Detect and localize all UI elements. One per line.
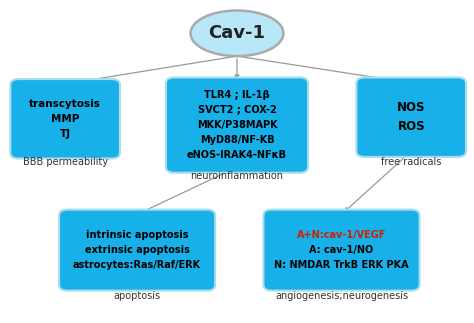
Text: free radicals: free radicals	[381, 157, 441, 167]
Text: Cav-1: Cav-1	[209, 24, 265, 42]
Text: NOS
ROS: NOS ROS	[397, 101, 426, 133]
FancyBboxPatch shape	[166, 78, 308, 173]
Text: N: NMDAR TrkB ERK PKA: N: NMDAR TrkB ERK PKA	[274, 260, 409, 270]
Text: transcytosis
MMP
TJ: transcytosis MMP TJ	[29, 99, 101, 139]
Text: TLR4 ; IL-1β
SVCT2 ; COX-2
MKK/P38MAPK
MyD88/NF-KB
eNOS-IRAK4-NFκB: TLR4 ; IL-1β SVCT2 ; COX-2 MKK/P38MAPK M…	[187, 90, 287, 160]
Text: apoptosis: apoptosis	[114, 291, 161, 301]
Text: BBB permeability: BBB permeability	[23, 157, 108, 167]
Text: A: cav-1/NO: A: cav-1/NO	[310, 245, 374, 255]
FancyBboxPatch shape	[10, 79, 120, 159]
FancyBboxPatch shape	[356, 78, 466, 157]
FancyBboxPatch shape	[59, 210, 215, 291]
Text: A+N:cav-1/VEGF: A+N:cav-1/VEGF	[297, 230, 386, 240]
Text: neuroinflammation: neuroinflammation	[191, 171, 283, 181]
Ellipse shape	[191, 11, 283, 56]
Text: angiogenesis;neurogenesis: angiogenesis;neurogenesis	[275, 291, 408, 301]
Text: intrinsic apoptosis
extrinsic apoptosis
astrocytes:Ras/Raf/ERK: intrinsic apoptosis extrinsic apoptosis …	[73, 230, 201, 270]
FancyBboxPatch shape	[264, 210, 419, 291]
